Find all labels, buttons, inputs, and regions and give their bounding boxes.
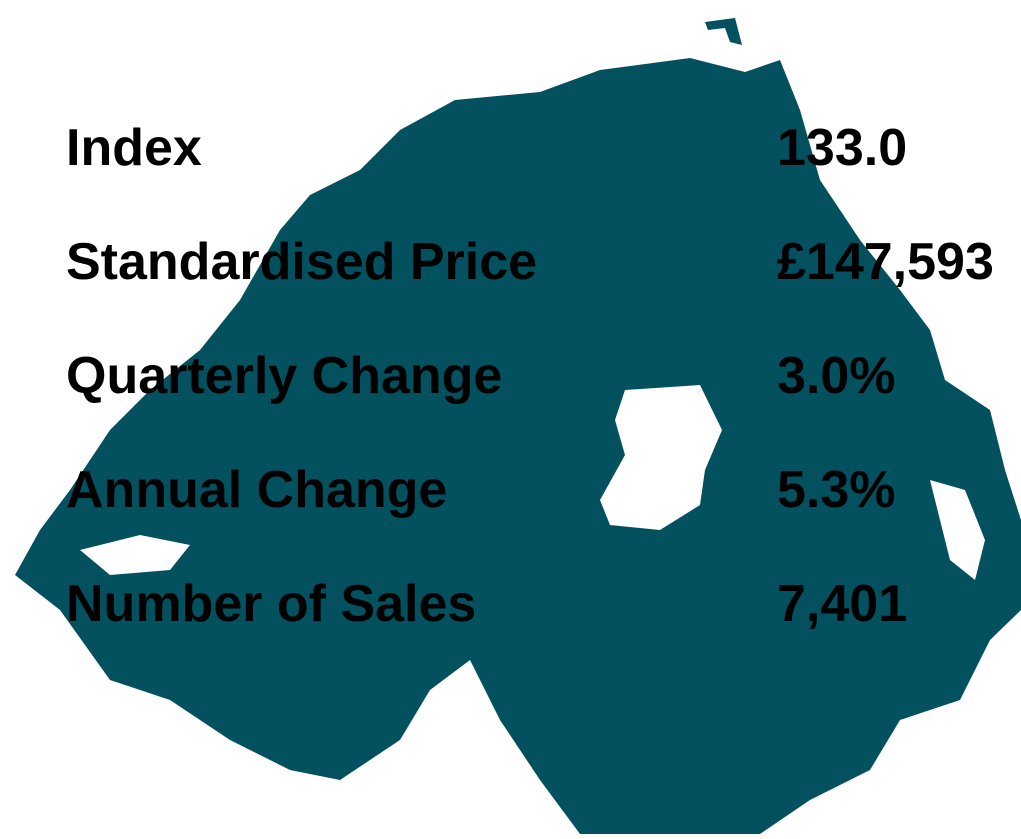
map-northern-ireland <box>15 58 1021 834</box>
map-lake <box>80 535 190 575</box>
map-lake <box>600 385 722 530</box>
stat-value: £147,593 <box>777 233 994 291</box>
map-inlet <box>930 480 985 580</box>
stat-value: 5.3% <box>777 461 896 519</box>
stat-label: Index <box>66 119 202 177</box>
stat-label: Standardised Price <box>66 233 537 291</box>
stat-value: 133.0 <box>777 119 907 177</box>
map-island <box>705 18 742 45</box>
stat-label: Number of Sales <box>66 575 476 633</box>
stat-value: 3.0% <box>777 347 896 405</box>
stat-value: 7,401 <box>777 575 907 633</box>
stat-label: Annual Change <box>66 461 447 519</box>
stat-label: Quarterly Change <box>66 347 502 405</box>
